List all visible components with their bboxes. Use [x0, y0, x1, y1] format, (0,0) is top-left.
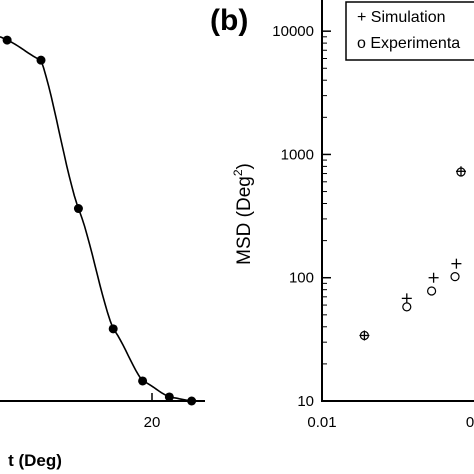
- legend-entry-experimental: o Experimenta: [357, 35, 460, 52]
- panel-a-point-5: [164, 392, 174, 402]
- experimental-point-0: [359, 330, 369, 341]
- simulation-point-2: [428, 272, 439, 283]
- panel-b: (b) 10 100 1000 10000 0.01 0 MSD (Deg2) + S…: [210, 0, 474, 431]
- panel-b-y-axis-label-close: ): [234, 163, 255, 169]
- panel-a-point-4: [138, 376, 148, 386]
- panel-b-y-tick-label-3: 10000: [272, 23, 314, 40]
- panel-b-y-tick-label-2: 1000: [281, 146, 314, 163]
- experimental-point-3: [450, 272, 460, 282]
- experimental-point-2: [427, 286, 437, 296]
- simulation-point-0: [359, 330, 370, 341]
- panel-a-point-3: [108, 324, 118, 334]
- experimental-point-4: [456, 167, 466, 177]
- panel-a-x-tick-label: 20: [144, 414, 161, 431]
- panel-a-point-1: [36, 55, 46, 65]
- panel-b-letter: (b): [210, 4, 248, 37]
- panel-a-points: [2, 35, 197, 406]
- panel-b-y-ticks: 10 100 1000 10000: [272, 23, 331, 410]
- simulation-point-3: [451, 258, 462, 269]
- panel-a-fit-curve: [0, 35, 205, 402]
- panel-a: 20 t (Deg): [0, 35, 205, 470]
- panel-b-y-tick-label-1: 100: [289, 270, 314, 287]
- legend-box: [345, 1, 474, 61]
- simulation-point-1: [401, 293, 412, 304]
- experimental-point-1: [402, 302, 412, 312]
- panel-b-y-tick-label-0: 10: [297, 393, 314, 410]
- panel-a-point-0: [2, 35, 12, 45]
- panel-b-y-axis-label-sup: 2: [231, 169, 245, 176]
- panel-b-y-axis-label-main: MSD (Deg: [234, 176, 255, 265]
- panel-b-legend: + Simulation o Experimenta: [345, 1, 474, 61]
- panel-a-x-axis-label: t (Deg): [8, 451, 62, 470]
- legend-entry-simulation: + Simulation: [357, 9, 446, 26]
- panel-a-point-2: [73, 204, 83, 214]
- panel-b-x-tick-label-0: 0.01: [307, 414, 336, 431]
- panel-b-x-tick-label-1: 0: [466, 414, 474, 431]
- panel-b-y-axis-label: MSD (Deg2): [231, 163, 255, 265]
- panel-b-points: [359, 166, 466, 341]
- panel-a-point-6: [187, 396, 197, 406]
